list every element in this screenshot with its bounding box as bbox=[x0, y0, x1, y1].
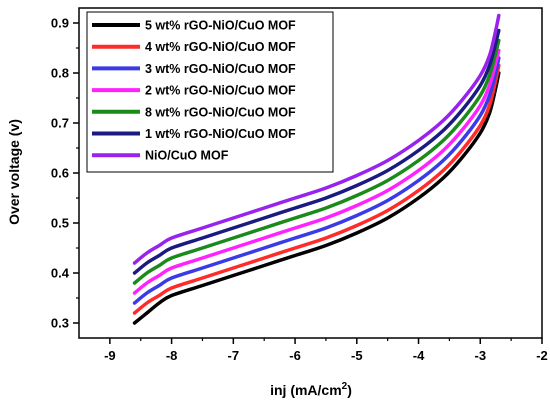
x-tick-label: -9 bbox=[104, 348, 116, 363]
series-line-1 bbox=[132, 71, 501, 325]
series-layer bbox=[132, 13, 501, 325]
y-tick-label: 0.4 bbox=[51, 266, 70, 281]
series-line-4 bbox=[132, 48, 501, 295]
y-tick-label: 0.5 bbox=[51, 216, 69, 231]
x-tick-label: -5 bbox=[351, 348, 363, 363]
x-axis-title-end: ) bbox=[347, 382, 352, 398]
series-line-3 bbox=[132, 56, 501, 305]
series-line-5 bbox=[132, 38, 501, 285]
legend-entry: 3 wt% rGO-NiO/CuO MOF bbox=[145, 62, 296, 76]
ticks-layer: -9 -8 -7 -6 -5 -4 -3 -2 0.3 0.4 0.5 0.6 0.7 0.8 0.9 bbox=[51, 16, 548, 364]
legend-entry: 4 wt% rGO-NiO/CuO MOF bbox=[145, 40, 296, 54]
x-tick-label: -6 bbox=[289, 348, 301, 363]
y-tick-label: 0.9 bbox=[51, 16, 69, 31]
x-tick-label: -2 bbox=[536, 348, 548, 363]
x-tick-label: -3 bbox=[474, 348, 486, 363]
series-line-7 bbox=[132, 13, 501, 265]
legend-entry: 1 wt% rGO-NiO/CuO MOF bbox=[145, 127, 296, 141]
legend-entry: 8 wt% rGO-NiO/CuO MOF bbox=[145, 105, 296, 119]
y-tick-label: 0.8 bbox=[51, 66, 69, 81]
y-tick-label: 0.7 bbox=[51, 116, 69, 131]
x-axis-title-superscript: 2 bbox=[342, 381, 348, 392]
y-tick-label: 0.6 bbox=[51, 166, 69, 181]
series-line-2 bbox=[132, 63, 501, 315]
x-tick-label: -8 bbox=[166, 348, 178, 363]
legend-entry: 2 wt% rGO-NiO/CuO MOF bbox=[145, 84, 296, 98]
y-axis-title: Over voltage (v) bbox=[6, 119, 22, 225]
legend-entry: 5 wt% rGO-NiO/CuO MOF bbox=[145, 19, 296, 33]
y-tick-label: 0.3 bbox=[51, 316, 69, 331]
legend: 5 wt% rGO-NiO/CuO MOF 4 wt% rGO-NiO/CuO M… bbox=[86, 11, 334, 173]
x-tick-label: -7 bbox=[228, 348, 240, 363]
x-axis-title: inj (mA/cm2) bbox=[270, 381, 352, 398]
series-line-6 bbox=[132, 28, 501, 275]
x-tick-label: -4 bbox=[413, 348, 425, 363]
legend-entry: NiO/CuO MOF bbox=[145, 149, 229, 163]
